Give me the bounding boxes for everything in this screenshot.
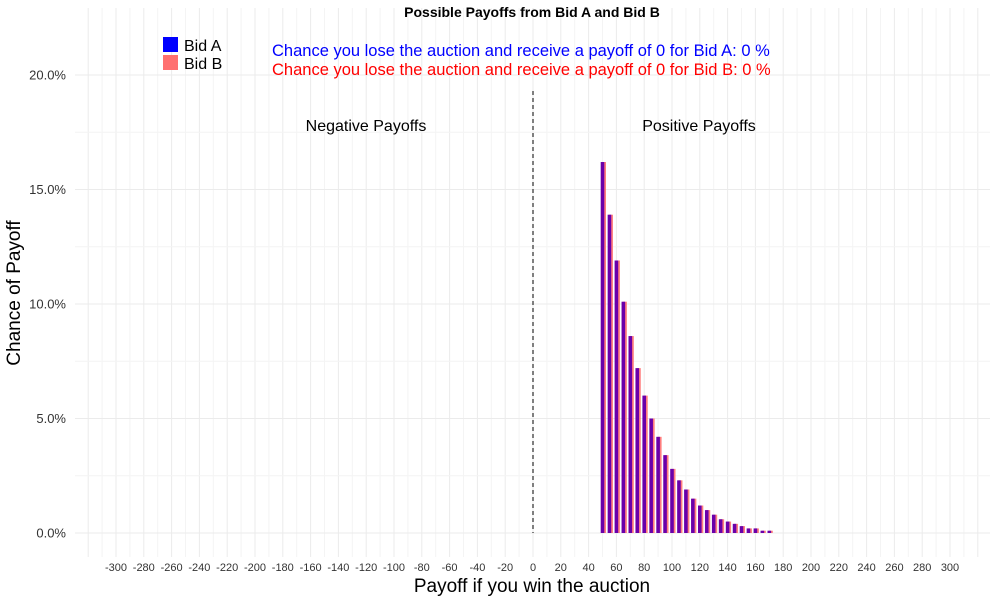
y-tick-label: 15.0% (29, 182, 66, 197)
bars-group (600, 162, 773, 533)
lose-chance-bid-b: Chance you lose the auction and receive … (272, 61, 771, 79)
x-tick-label: 80 (638, 562, 650, 574)
x-tick-label: 0 (530, 562, 536, 574)
bar-bid-a (739, 526, 744, 533)
bar-bid-a (663, 455, 667, 533)
x-tick-label: -220 (216, 562, 238, 574)
legend-label-bid-b: Bid B (184, 56, 222, 73)
bar-bid-a (607, 214, 612, 533)
y-tick-labels: 0.0% 5.0% 10.0% 15.0% 20.0% (29, 68, 66, 541)
bar-bid-a (656, 436, 660, 533)
x-tick-label: 260 (885, 562, 903, 574)
x-tick-label: -120 (355, 562, 377, 574)
y-tick-label: 10.0% (29, 297, 66, 312)
bar-bid-a (760, 530, 765, 533)
legend: Bid A Bid B (163, 37, 222, 73)
x-tick-label: -160 (300, 562, 322, 574)
x-tick-label: -180 (272, 562, 294, 574)
legend-swatch-bid-a (163, 37, 178, 52)
x-tick-label: -60 (442, 562, 458, 574)
x-tick-label: 40 (582, 562, 594, 574)
lose-chance-bid-a: Chance you lose the auction and receive … (272, 42, 770, 60)
chart-title: Possible Payoffs from Bid A and Bid B (404, 4, 660, 20)
bar-bid-a (614, 260, 619, 533)
bar-bid-a (642, 395, 646, 533)
x-tick-label: -140 (327, 562, 349, 574)
positive-payoffs-label: Positive Payoffs (642, 118, 756, 135)
bar-bid-a (684, 489, 688, 533)
legend-swatch-bid-b (163, 55, 178, 70)
x-tick-label: 60 (610, 562, 622, 574)
y-axis-label: Chance of Payoff (4, 220, 25, 366)
x-tick-label: 100 (663, 562, 681, 574)
bar-bid-a (635, 368, 640, 533)
bar-bid-a (649, 418, 653, 533)
x-tick-label: 280 (913, 562, 931, 574)
bar-bid-a (732, 523, 737, 533)
x-tick-label: 220 (830, 562, 848, 574)
x-tick-label: -300 (105, 562, 127, 574)
negative-payoffs-label: Negative Payoffs (306, 118, 427, 135)
bar-bid-a (718, 519, 723, 533)
x-tick-label: -200 (244, 562, 266, 574)
bar-bid-a (621, 301, 626, 533)
x-tick-label: 160 (746, 562, 764, 574)
x-tick-label: 180 (774, 562, 792, 574)
x-tick-label: -240 (188, 562, 210, 574)
bar-bid-a (704, 510, 709, 533)
x-tick-labels: -300 -280 -260 -240 -220 -200 -180 -160 -140 -120… (105, 562, 959, 574)
x-tick-label: -260 (161, 562, 183, 574)
x-axis-label: Payoff if you win the auction (414, 576, 650, 597)
x-tick-label: 200 (802, 562, 820, 574)
x-tick-label: -20 (497, 562, 513, 574)
bar-bid-a (600, 162, 605, 533)
bar-bid-a (691, 498, 695, 533)
legend-label-bid-a: Bid A (184, 38, 222, 55)
y-tick-label: 20.0% (29, 68, 66, 83)
bar-bid-a (698, 505, 702, 533)
x-tick-label: -40 (469, 562, 485, 574)
y-tick-label: 5.0% (36, 411, 66, 426)
x-tick-label: 240 (857, 562, 875, 574)
bar-bid-a (711, 514, 716, 533)
x-tick-label: 120 (691, 562, 709, 574)
bar-bid-a (746, 528, 751, 533)
bar-bid-a (670, 468, 674, 533)
bar-bid-a (677, 480, 681, 533)
x-tick-label: -280 (133, 562, 155, 574)
x-tick-label: -80 (414, 562, 430, 574)
bar-bid-a (725, 521, 730, 533)
x-tick-label: 300 (941, 562, 959, 574)
x-tick-label: 20 (555, 562, 567, 574)
y-tick-label: 0.0% (36, 526, 66, 541)
bar-bid-a (753, 528, 758, 533)
bar-bid-a (767, 530, 772, 533)
x-tick-label: 140 (718, 562, 736, 574)
bar-bid-a (628, 336, 633, 533)
x-tick-label: -100 (383, 562, 405, 574)
